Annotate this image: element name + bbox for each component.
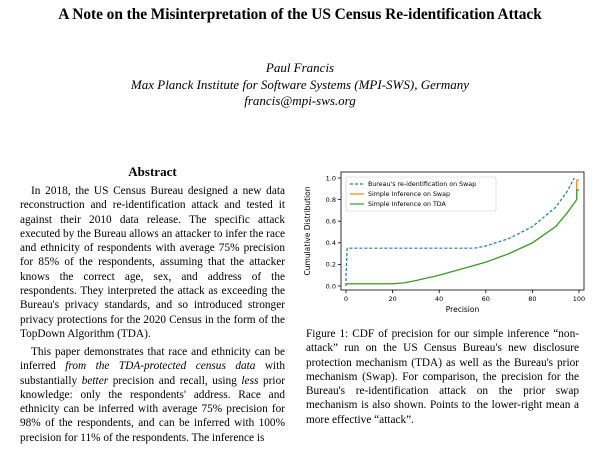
y-axis-label: Cumulative Distribution <box>303 186 312 275</box>
abstract-heading: Abstract <box>128 164 177 179</box>
author-email: francis@mpi-sws.org <box>244 93 356 108</box>
p2-part: with substantially <box>20 360 285 387</box>
legend-label: Bureau's re-identification on Swap <box>368 181 476 188</box>
y-tick-label: 0.8 <box>326 196 336 204</box>
x-tick-label: 60 <box>482 295 490 303</box>
y-tick-label: 0.0 <box>326 282 336 290</box>
p2-emph: less <box>241 374 259 387</box>
p2-part: This paper demonstrates that race and et… <box>20 346 285 373</box>
y-tick-label: 0.6 <box>326 218 336 226</box>
paper-title: A Note on the Misinterpretation of the U… <box>58 6 542 23</box>
x-tick-label: 40 <box>435 295 443 303</box>
x-tick-label: 100 <box>573 295 585 303</box>
p2-emph: better <box>81 374 109 387</box>
abstract-p2-text: This paper demonstrates that race and et… <box>20 345 285 445</box>
series-line <box>346 189 579 285</box>
x-axis-label: Precision <box>446 305 480 314</box>
x-tick-label: 20 <box>388 295 396 303</box>
author-affiliation: Max Planck Institute for Software System… <box>130 76 470 92</box>
abstract-paragraph-2: This paper demonstrates that race and et… <box>20 345 285 445</box>
p2-part: precision and recall, using <box>108 374 242 387</box>
legend-label: Simple Inference on Swap <box>368 191 450 198</box>
abstract-p1-text: In 2018, the US Census Bureau designed a… <box>20 185 285 340</box>
y-tick-label: 1.0 <box>326 174 336 182</box>
figure-1: 0 20 40 60 80 100 0.0 0.2 0.4 0.6 0.8 1.0 Precision C… <box>300 166 590 316</box>
plot-frame <box>340 171 585 291</box>
figure-caption: Figure 1: CDF of precision for our simpl… <box>306 328 579 426</box>
y-tick-label: 0.2 <box>326 261 336 269</box>
y-tick-label: 0.4 <box>326 239 336 247</box>
cdf-chart: 0 20 40 60 80 100 0.0 0.2 0.4 0.6 0.8 1.0 Precision C… <box>303 171 585 314</box>
p2-emph: from the TDA-protected census data <box>65 360 256 373</box>
x-tick-label: 0 <box>344 295 348 303</box>
series-line <box>345 177 575 286</box>
legend-label: Simple Inference on TDA <box>368 201 447 208</box>
x-tick-label: 80 <box>528 295 536 303</box>
author-block: Paul Francis Max Planck Institute for So… <box>0 60 600 110</box>
p2-part: prior knowledge: only the respondents' a… <box>20 374 285 444</box>
author-name: Paul Francis <box>265 60 335 75</box>
legend-box <box>345 176 497 212</box>
abstract-paragraph-1: In 2018, the US Census Bureau designed a… <box>20 184 285 341</box>
